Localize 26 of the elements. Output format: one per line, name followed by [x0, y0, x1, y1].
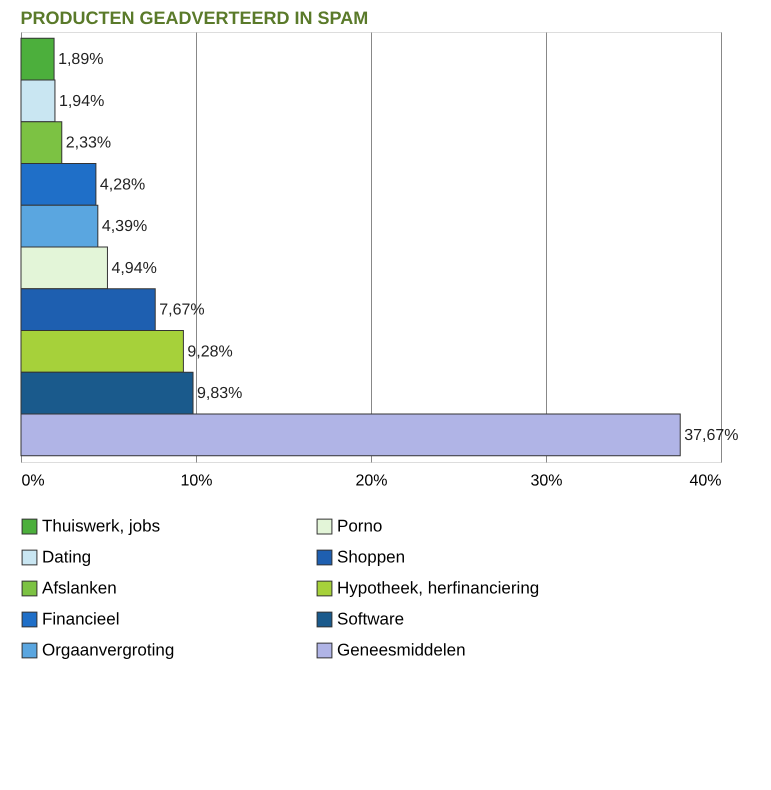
- data-label: 9,83%: [197, 385, 242, 402]
- x-tick-label: 30%: [530, 472, 563, 490]
- x-tick-label: 0%: [22, 472, 45, 490]
- data-label: 9,28%: [187, 343, 233, 360]
- legend-label: Porno: [337, 516, 382, 536]
- data-label: 37,67%: [684, 426, 738, 444]
- legend-label: Software: [337, 610, 404, 628]
- legend-label: Financieel: [42, 610, 120, 628]
- data-label: 1,94%: [58, 92, 104, 110]
- legend-label: Hypotheek, herfinanciering: [337, 578, 540, 598]
- data-label: 4,28%: [100, 176, 146, 194]
- legend-label: Afslanken: [42, 578, 117, 598]
- data-label: 4,39%: [102, 218, 148, 236]
- legend-label: Orgaanvergroting: [42, 640, 174, 660]
- data-label: 4,94%: [111, 260, 157, 277]
- legend-label: Geneesmiddelen: [337, 640, 466, 660]
- data-label: 1,89%: [58, 51, 104, 68]
- x-tick-label: 20%: [355, 472, 388, 490]
- legend-label: Dating: [42, 548, 92, 566]
- data-label: 7,67%: [159, 302, 205, 319]
- x-tick-label: 40%: [689, 472, 722, 490]
- chart-title: PRODUCTEN GEADVERTEERD IN SPAM: [20, 8, 368, 28]
- data-label: 2,33%: [66, 134, 112, 152]
- legend-label: Thuiswerk, jobs: [42, 516, 160, 536]
- x-tick-label: 10%: [180, 472, 213, 490]
- legend-label: Shoppen: [337, 548, 406, 566]
